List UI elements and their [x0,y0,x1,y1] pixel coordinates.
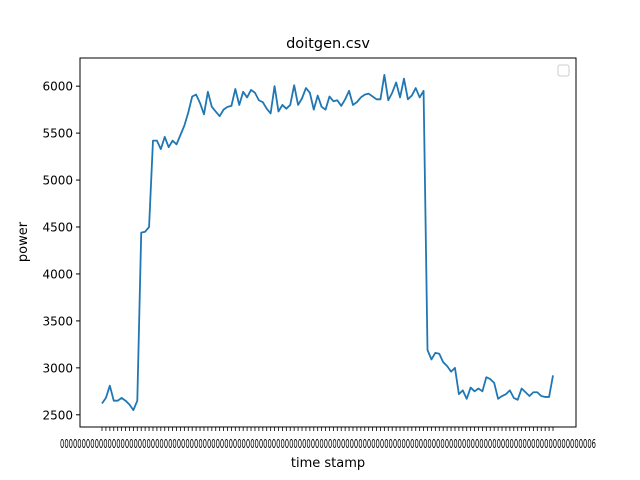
x-tick-labels: 0000000000000000000000000000000000000000… [60,437,596,451]
series-layer [101,74,554,412]
chart-title: doitgen.csv [286,36,370,52]
plot-area [79,57,577,428]
y-tick-label: 2500 [42,408,73,422]
y-tick-label: 5500 [42,127,73,141]
power-series-line [101,74,554,412]
y-tick-label: 5000 [42,174,73,188]
y-tick-label: 4000 [42,267,73,281]
y-axis-ticks: 2500 3000 3500 4000 4500 5000 5500 6000 [42,80,80,422]
y-tick-label: 6000 [42,80,73,94]
x-axis-ticks [101,427,554,431]
y-axis-label: power [16,221,31,262]
y-tick-label: 3500 [42,314,73,328]
x-axis-label: time stamp [291,456,365,471]
plot-frame [79,57,577,428]
y-tick-label: 3000 [42,361,73,375]
legend-box [557,64,570,77]
y-tick-label: 4500 [42,221,73,235]
